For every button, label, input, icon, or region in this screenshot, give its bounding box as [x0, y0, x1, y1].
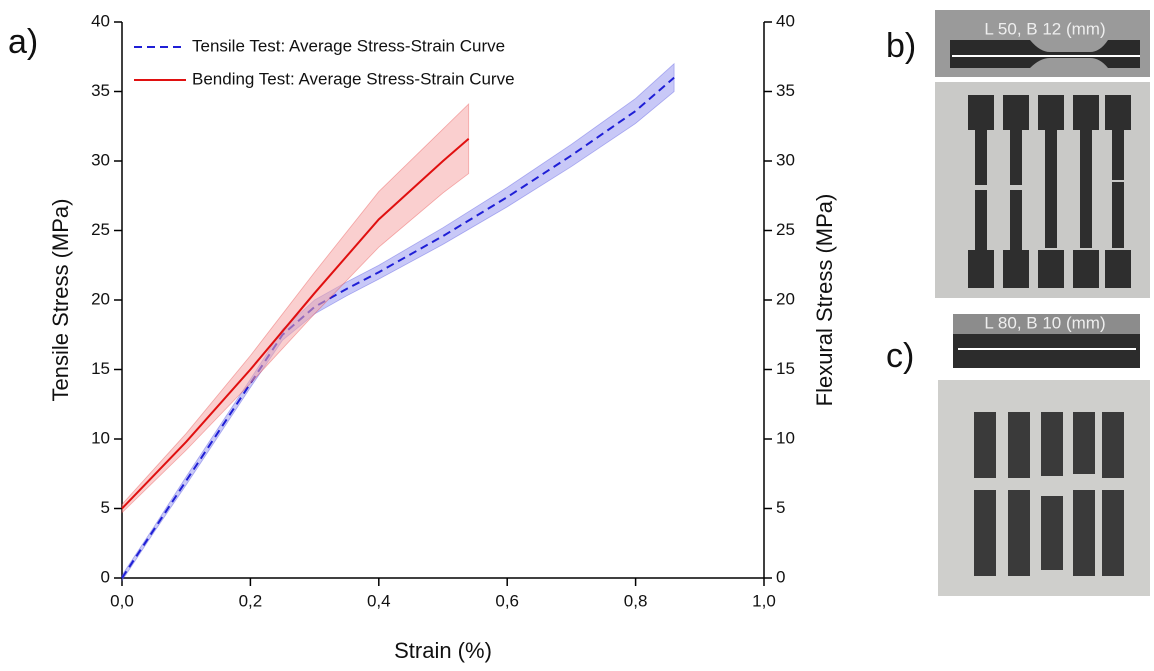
dimension-label: L 80, B 10 (mm)	[984, 313, 1105, 332]
x-tick-label: 0,2	[239, 591, 263, 610]
y-tick-label: 35	[91, 81, 110, 100]
y2-axis-title: Flexural Stress (MPa)	[812, 194, 837, 407]
y-tick-label: 5	[101, 498, 110, 517]
x-tick-label: 0,4	[367, 591, 391, 610]
specimens	[974, 412, 1124, 576]
specimen	[950, 40, 1140, 68]
panel-label: c)	[886, 337, 914, 375]
photo-c: L 80, B 10 (mm)	[938, 313, 1150, 596]
error-band	[121, 103, 470, 514]
series-line	[121, 138, 470, 510]
y2-tick-label: 5	[776, 498, 785, 517]
specimen	[953, 334, 1140, 368]
panel-label: a)	[8, 23, 38, 61]
y2-tick-label: 15	[776, 359, 795, 378]
series-line	[121, 76, 675, 579]
legend-label: Bending Test: Average Stress-Strain Curv…	[192, 69, 515, 88]
y2-tick-label: 0	[776, 567, 785, 586]
photo-b: L 50, B 12 (mm)	[935, 10, 1150, 298]
y2-tick-label: 20	[776, 289, 795, 308]
y-tick-label: 30	[91, 150, 110, 169]
y-tick-label: 10	[91, 428, 110, 447]
y-tick-label: 40	[91, 11, 110, 30]
x-tick-label: 0,6	[495, 591, 519, 610]
y2-tick-label: 10	[776, 428, 795, 447]
y-tick-label: 15	[91, 359, 110, 378]
x-tick-label: 1,0	[752, 591, 776, 610]
y2-tick-label: 40	[776, 11, 795, 30]
y-tick-label: 20	[91, 289, 110, 308]
y-tick-label: 25	[91, 220, 110, 239]
panel-label: b)	[886, 27, 916, 65]
y-tick-label: 0	[101, 567, 110, 586]
y2-tick-label: 30	[776, 150, 795, 169]
specimens	[968, 95, 1131, 288]
photo-strip	[953, 314, 1140, 334]
y-axis-title: Tensile Stress (MPa)	[48, 199, 73, 402]
legend-label: Tensile Test: Average Stress-Strain Curv…	[192, 36, 505, 55]
x-tick-label: 0,0	[110, 591, 134, 610]
x-axis-title: Strain (%)	[394, 638, 492, 663]
dimension-label: L 50, B 12 (mm)	[984, 19, 1105, 38]
y2-tick-label: 25	[776, 220, 795, 239]
x-tick-label: 0,8	[624, 591, 648, 610]
y2-tick-label: 35	[776, 81, 795, 100]
